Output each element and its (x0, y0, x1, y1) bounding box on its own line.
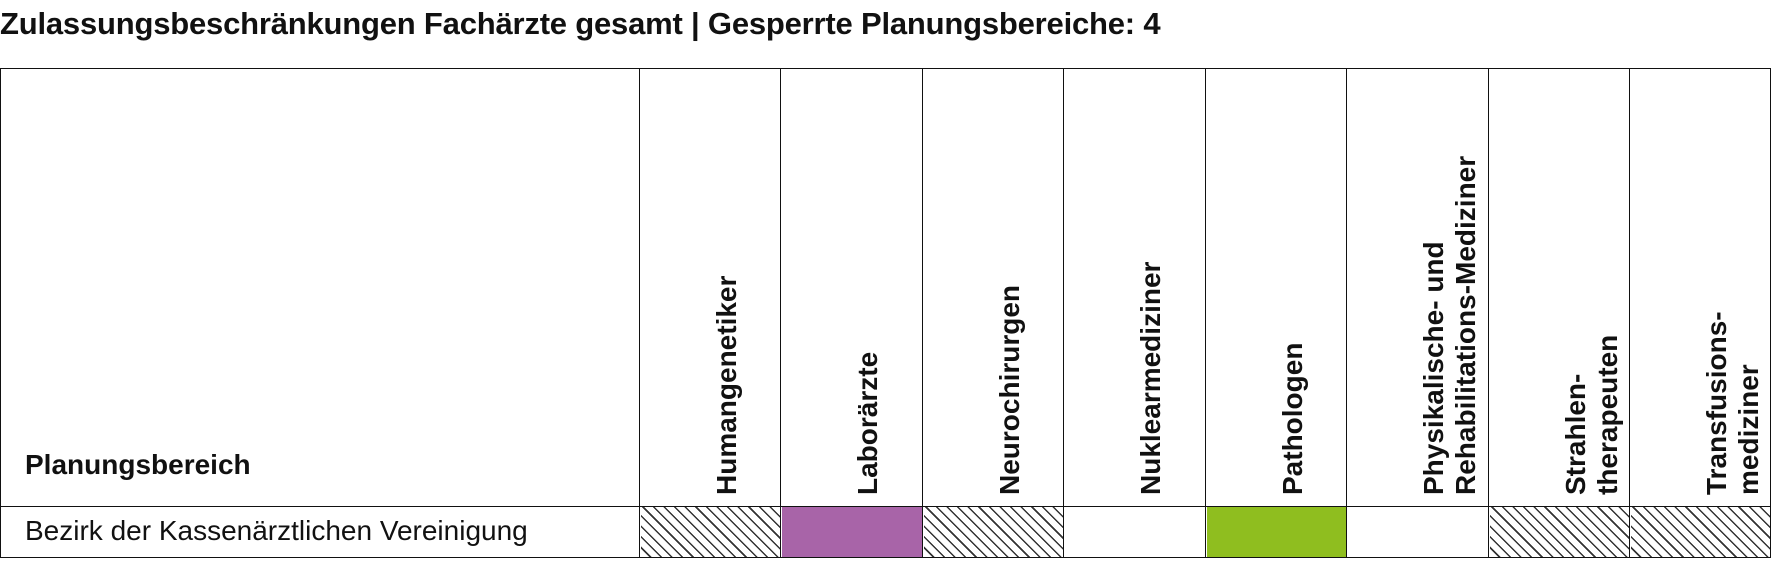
column-header-transfusionsmediziner: Transfusions- mediziner (1631, 69, 1770, 507)
column-header-nuklearmediziner: Nuklearmediziner (1065, 69, 1205, 507)
column-divider (1629, 69, 1630, 557)
status-cell-laboraerzte (782, 507, 922, 557)
status-cell-strahlentherapeuten (1490, 507, 1629, 557)
column-header-label: Neurochirurgen (993, 284, 1025, 495)
column-header-label: Humangenetiker (710, 275, 742, 495)
status-cell-neurochirurgen (924, 507, 1063, 557)
column-header-pathologen: Pathologen (1207, 69, 1346, 507)
restriction-table: Planungsbereich Humangenetiker Laborärzt… (0, 68, 1771, 558)
column-header-laboraerzte: Laborärzte (782, 69, 922, 507)
page-title: Zulassungsbeschränkungen Fachärzte gesam… (0, 6, 1161, 41)
status-cell-pathologen (1207, 507, 1346, 557)
status-cell-nuklearmediziner (1065, 507, 1205, 557)
column-header-label: Pathologen (1276, 342, 1308, 495)
column-header-label: Strahlen- therapeuten (1559, 334, 1623, 495)
row-label-kv-bezirk: Bezirk der Kassenärztlichen Vereinigung (25, 515, 528, 546)
status-cell-physikalische-rehabilitations-mediziner (1348, 507, 1488, 557)
column-header-strahlentherapeuten: Strahlen- therapeuten (1490, 69, 1629, 507)
column-divider (922, 69, 923, 557)
column-header-humangenetiker: Humangenetiker (641, 69, 780, 507)
status-cell-humangenetiker (641, 507, 780, 557)
status-cell-transfusionsmediziner (1631, 507, 1770, 557)
column-divider (780, 69, 781, 557)
column-divider (639, 69, 640, 557)
column-header-label: Laborärzte (852, 351, 883, 495)
column-divider (1346, 69, 1347, 557)
column-divider (1205, 69, 1206, 557)
column-header-label: Physikalische- und Rehabilitations-Mediz… (1418, 155, 1481, 495)
column-header-physikalische-rehabilitations-mediziner: Physikalische- und Rehabilitations-Mediz… (1348, 69, 1488, 507)
planning-area-header: Planungsbereich (25, 449, 251, 480)
column-divider (1063, 69, 1064, 557)
column-header-neurochirurgen: Neurochirurgen (924, 69, 1063, 507)
row-divider (1, 506, 1770, 507)
column-header-label: Nuklearmediziner (1135, 261, 1166, 495)
column-divider (1488, 69, 1489, 557)
column-header-label: Transfusions- mediziner (1700, 311, 1764, 495)
